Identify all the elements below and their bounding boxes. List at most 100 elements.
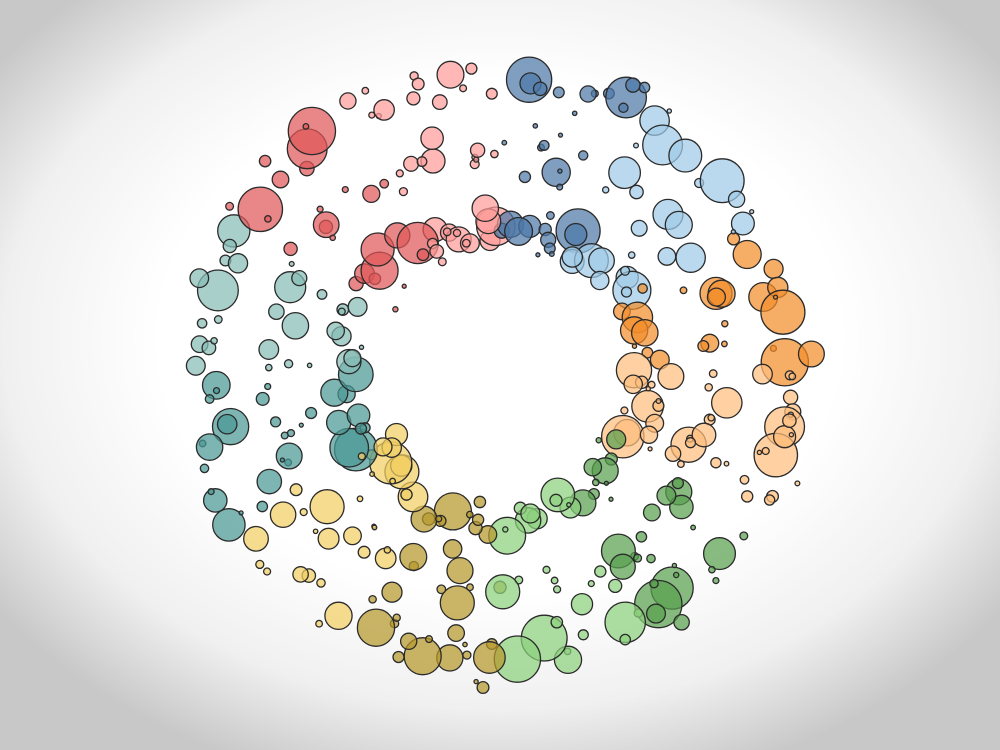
artwork-circle bbox=[538, 139, 550, 151]
artwork-circle bbox=[411, 77, 425, 91]
artwork-circle bbox=[664, 445, 682, 463]
artwork-circle bbox=[632, 142, 640, 149]
artwork-circle bbox=[473, 678, 479, 685]
artwork-circle bbox=[608, 156, 642, 190]
artwork-circle bbox=[424, 635, 434, 644]
artwork-circle bbox=[309, 489, 345, 525]
artwork-circle bbox=[204, 394, 215, 404]
artwork-circle bbox=[788, 372, 797, 381]
artwork-circle bbox=[490, 149, 499, 159]
artwork-circle bbox=[520, 503, 541, 524]
artwork-circle bbox=[202, 488, 228, 513]
artwork-circle bbox=[196, 317, 208, 329]
artwork-circle bbox=[392, 650, 405, 664]
artwork-circle bbox=[225, 201, 235, 211]
artwork-circle bbox=[436, 60, 465, 89]
artwork-circle bbox=[212, 386, 221, 395]
artwork-circle bbox=[739, 531, 749, 541]
artwork-circle bbox=[306, 362, 313, 369]
artwork-circle bbox=[324, 601, 353, 631]
artwork-circle bbox=[320, 378, 349, 407]
artwork-circle bbox=[379, 178, 390, 189]
artwork-circle bbox=[439, 585, 475, 621]
artwork-circle bbox=[647, 446, 653, 452]
artwork-circle bbox=[283, 241, 298, 257]
artwork-circle bbox=[647, 380, 656, 389]
artwork-circle bbox=[594, 565, 607, 578]
artwork-circle bbox=[201, 340, 217, 356]
artwork-circle bbox=[645, 385, 651, 392]
artwork-circle bbox=[227, 253, 249, 274]
artwork-circle bbox=[618, 102, 629, 114]
artwork-circle bbox=[275, 442, 303, 470]
artwork-circle bbox=[552, 86, 565, 99]
artwork-circle bbox=[620, 286, 633, 298]
artwork-circle bbox=[343, 349, 362, 368]
artwork-circle bbox=[292, 566, 309, 583]
artwork-circle bbox=[548, 250, 555, 258]
artwork-circle bbox=[212, 508, 246, 542]
artwork-circle bbox=[676, 460, 685, 469]
artwork-circle bbox=[256, 500, 269, 513]
artwork-circle bbox=[373, 99, 395, 121]
artwork-circle bbox=[501, 139, 508, 146]
artwork-circle bbox=[354, 422, 368, 435]
artwork-circle bbox=[431, 94, 448, 111]
artwork-circle bbox=[403, 155, 420, 172]
artwork-circle bbox=[518, 170, 532, 184]
artwork-circle bbox=[216, 413, 238, 435]
artwork-circle bbox=[671, 476, 685, 490]
artwork-circle bbox=[289, 483, 303, 497]
artwork-circle bbox=[264, 382, 272, 391]
artwork-circle bbox=[637, 283, 648, 294]
artwork-circle bbox=[462, 650, 472, 660]
artwork-circle bbox=[466, 583, 474, 592]
artwork-circle bbox=[756, 449, 763, 456]
artwork-circle bbox=[723, 460, 730, 467]
artwork-circle bbox=[633, 553, 643, 563]
artwork-circle bbox=[264, 363, 273, 372]
artwork-circle bbox=[684, 437, 697, 449]
artwork-circle bbox=[471, 194, 500, 223]
artwork-circle bbox=[720, 340, 728, 348]
artwork-circle bbox=[316, 578, 326, 588]
artwork-circle bbox=[646, 553, 656, 564]
artwork-circle bbox=[588, 247, 615, 275]
artwork-circle bbox=[561, 246, 584, 268]
artwork-circle bbox=[357, 545, 371, 559]
artwork-circle bbox=[256, 468, 283, 495]
artwork-circle bbox=[690, 524, 697, 531]
artwork-circle bbox=[298, 422, 304, 428]
artwork-circle bbox=[268, 303, 285, 321]
artwork-circle bbox=[213, 315, 223, 324]
artwork-circle bbox=[726, 232, 741, 246]
artwork-circle bbox=[601, 186, 610, 194]
artwork-circle bbox=[326, 321, 346, 341]
artwork-circle bbox=[271, 170, 290, 189]
artwork-circle bbox=[361, 86, 370, 95]
artwork-circle bbox=[708, 565, 716, 574]
artwork-circle bbox=[371, 524, 378, 531]
artwork-circle bbox=[532, 123, 539, 129]
artwork-circle bbox=[401, 283, 407, 289]
artwork-circle bbox=[399, 542, 428, 571]
artwork-circle bbox=[625, 77, 641, 93]
artwork-circle bbox=[672, 571, 680, 579]
artwork-circle bbox=[656, 485, 677, 506]
artwork-circle bbox=[337, 307, 346, 316]
artwork-circle bbox=[237, 186, 284, 233]
artwork-circle bbox=[730, 211, 755, 236]
artwork-circle bbox=[347, 296, 368, 317]
artwork-circle bbox=[542, 565, 551, 574]
artwork-circle bbox=[669, 494, 694, 520]
artwork-circle bbox=[358, 344, 365, 351]
artwork-circle bbox=[752, 363, 773, 385]
artwork-circle bbox=[369, 471, 376, 478]
artwork-circle bbox=[312, 211, 340, 239]
artwork-circle bbox=[740, 490, 754, 503]
artwork-circle bbox=[420, 126, 444, 151]
artwork-circle bbox=[465, 510, 474, 519]
artwork-circle bbox=[269, 416, 282, 428]
